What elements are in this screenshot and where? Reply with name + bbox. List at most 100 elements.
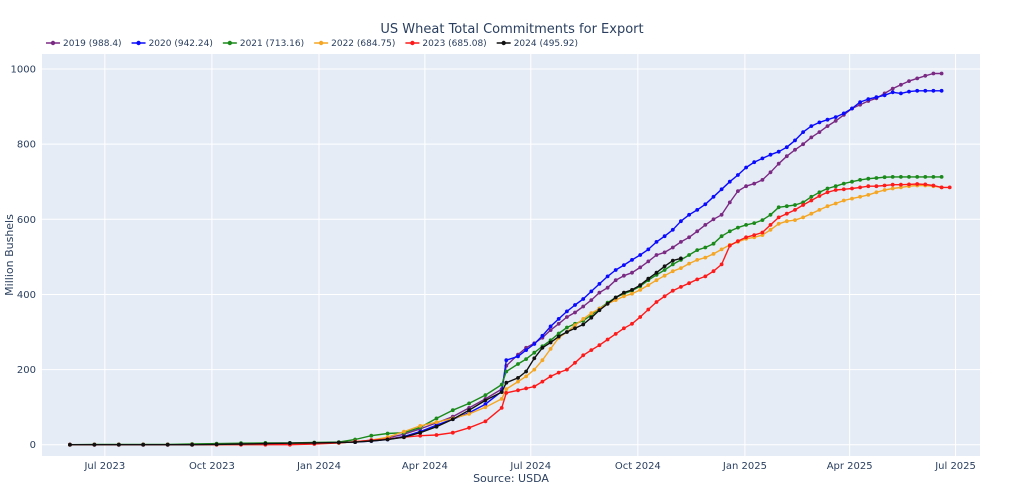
data-point [516,379,520,384]
data-point [605,301,610,306]
data-point [727,229,732,234]
data-point [597,308,602,313]
data-point [516,376,520,380]
data-point [711,194,716,199]
data-point [630,288,634,292]
data-point [899,82,903,87]
data-point [866,97,871,101]
legend-item[interactable]: 2019 (988.4) [46,39,122,49]
x-axis-title: Source: USDA [473,472,549,485]
y-tick-label: 600 [17,215,36,226]
data-point [548,324,553,329]
legend-item[interactable]: 2021 (713.16) [222,39,304,49]
x-axis: Jul 2023 Oct 2023 Jan 2024 Apr 2024 Jul 2024… [83,461,975,472]
data-point [858,185,862,190]
data-point [670,258,675,263]
data-point [613,298,618,302]
data-point [736,189,740,194]
data-point [915,76,920,81]
data-point [165,442,170,447]
legend-item[interactable]: 2023 (685.08) [405,39,487,49]
data-point [565,325,569,330]
legend-item[interactable]: 2020 (942.24) [131,39,213,49]
data-point [483,405,488,410]
data-point [850,196,854,201]
data-point [597,343,602,348]
legend-marker-swatch [50,40,56,46]
data-point [703,255,708,260]
data-point [532,384,537,389]
data-point [581,297,586,301]
data-point [336,440,341,445]
legend-item[interactable]: 2022 (684.75) [314,39,395,49]
data-point [931,71,936,76]
data-point [923,175,928,179]
data-point [679,240,683,244]
data-point [793,147,797,152]
data-point [385,437,390,442]
data-point [613,295,618,300]
data-point [654,270,659,275]
data-point [573,323,577,328]
data-point [890,175,895,179]
data-point [760,230,765,235]
data-point [809,135,814,140]
data-point [817,190,822,195]
data-point [499,406,504,410]
data-point [662,273,667,278]
data-point [524,374,528,379]
chart-title: US Wheat Total Commitments for Export [380,22,643,37]
data-point [467,401,471,406]
data-point [833,115,838,119]
data-point [907,182,911,187]
plot-area [42,54,980,456]
data-point [573,303,577,307]
data-point [939,175,944,179]
data-point [622,290,626,295]
data-point [589,348,594,352]
data-point [744,184,748,189]
data-point [654,300,659,304]
data-point [768,227,773,232]
data-point [874,95,879,100]
data-point [866,184,871,189]
data-point [638,283,643,287]
data-point [670,227,675,232]
data-point [548,328,553,332]
data-point [589,315,594,320]
data-point [736,225,740,230]
series-6 [68,256,683,447]
legend-marker-swatch [501,40,506,46]
data-point [866,193,871,197]
data-point [581,304,586,309]
data-point [613,278,618,283]
data-point [622,263,626,267]
data-point [369,439,374,443]
data-point [752,160,757,165]
data-point [68,442,72,447]
data-point [646,259,651,264]
data-point [670,269,675,274]
data-point [817,130,822,135]
data-point [556,370,561,375]
data-point [719,212,724,217]
data-point [573,310,577,315]
data-point [907,89,911,94]
data-point [719,247,724,252]
data-point [589,311,594,316]
data-point [727,179,732,184]
y-tick-label: 1000 [11,65,36,76]
data-point [825,124,830,128]
data-point [768,212,773,217]
data-point [670,245,675,250]
data-point [825,117,830,122]
data-point [565,330,569,334]
data-point [467,425,471,430]
legend-item[interactable]: 2024 (495.92) [496,39,578,49]
x-tick-label: Apr 2024 [402,461,448,472]
y-tick-label: 800 [17,140,36,151]
data-point [565,367,569,372]
x-tick-label: Jul 2024 [509,461,551,472]
data-point [695,248,700,253]
